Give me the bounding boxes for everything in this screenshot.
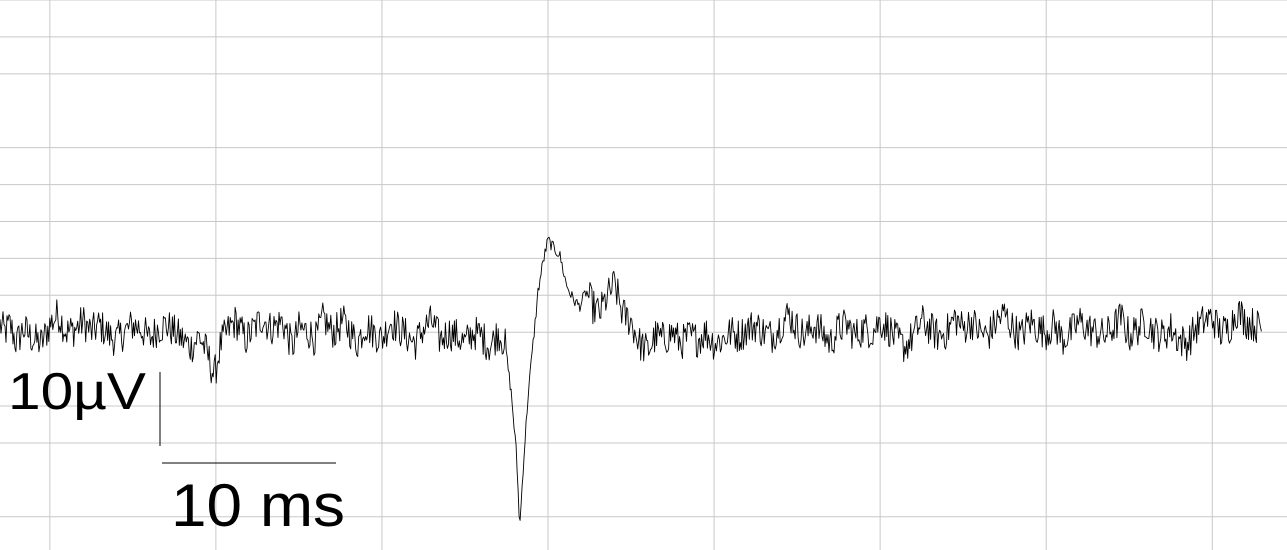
scale-bar-group: 10µV 10 ms [8, 363, 345, 539]
horizontal-gridlines [0, 0, 1287, 518]
vertical-gridlines [49, 0, 1213, 550]
signal-trace [0, 236, 1262, 521]
horizontal-scale-label: 10 ms [171, 472, 345, 539]
vertical-scale-label: 10µV [8, 363, 146, 421]
